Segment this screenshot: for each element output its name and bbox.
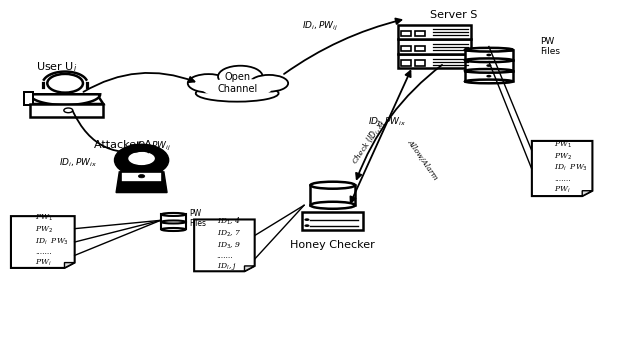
Bar	[303, 212, 363, 230]
Text: Open
Channel: Open Channel	[217, 72, 257, 94]
Ellipse shape	[115, 144, 169, 176]
Bar	[161, 214, 186, 222]
Ellipse shape	[161, 228, 186, 231]
Text: PW$_1$
PW$_2$
ID$_i$  PW$_3$
.......
PW$_i$: PW$_1$ PW$_2$ ID$_i$ PW$_3$ ....... PW$_…	[35, 213, 69, 268]
Bar	[30, 104, 103, 117]
Text: PW$_1$
PW$_2$
ID$_i$  PW$_3$
.......
PW$_i$: PW$_1$ PW$_2$ ID$_i$ PW$_3$ ....... PW$_…	[554, 139, 588, 194]
Ellipse shape	[310, 202, 355, 209]
Text: $ID_i, PW_{ij}$: $ID_i, PW_{ij}$	[302, 20, 338, 33]
Ellipse shape	[161, 213, 186, 216]
Ellipse shape	[218, 66, 262, 87]
Text: $ID_i, PW_{ix}$: $ID_i, PW_{ix}$	[368, 115, 406, 127]
Ellipse shape	[188, 74, 229, 92]
Ellipse shape	[196, 85, 278, 102]
Polygon shape	[11, 216, 75, 268]
Bar	[401, 45, 411, 51]
Bar	[398, 25, 471, 39]
Ellipse shape	[465, 48, 513, 52]
Circle shape	[305, 218, 310, 221]
Ellipse shape	[465, 80, 513, 83]
Bar	[401, 60, 411, 66]
Bar	[24, 92, 33, 105]
Ellipse shape	[161, 220, 186, 223]
Text: $ID_i, PW_{ix}$: $ID_i, PW_{ix}$	[59, 157, 97, 169]
Bar	[465, 60, 513, 71]
Ellipse shape	[310, 182, 355, 189]
Polygon shape	[30, 94, 103, 104]
Bar	[398, 39, 471, 54]
Polygon shape	[65, 263, 75, 268]
Bar	[415, 31, 425, 36]
Bar	[161, 222, 186, 229]
Text: Check $(ID_i, x)$: Check $(ID_i, x)$	[349, 117, 389, 167]
Text: ID$_1$, 4
ID$_2$, 7
ID$_3$, 9
.......
ID$_l$, j: ID$_1$, 4 ID$_2$, 7 ID$_3$, 9 ....... ID…	[217, 215, 241, 272]
Text: User U$_i$: User U$_i$	[36, 60, 77, 74]
Circle shape	[64, 108, 73, 113]
Text: Server S: Server S	[430, 10, 477, 20]
Polygon shape	[244, 266, 255, 271]
Bar	[465, 71, 513, 82]
Text: PW
Files: PW Files	[189, 209, 206, 228]
Polygon shape	[116, 172, 167, 192]
Circle shape	[305, 224, 310, 227]
Text: Honey Checker: Honey Checker	[291, 240, 375, 250]
Ellipse shape	[202, 78, 272, 98]
Ellipse shape	[465, 69, 513, 73]
Polygon shape	[582, 191, 593, 196]
Bar	[415, 45, 425, 51]
Bar	[401, 31, 411, 36]
Text: PW
Files: PW Files	[540, 37, 560, 56]
Circle shape	[486, 64, 492, 67]
Circle shape	[486, 54, 492, 56]
Bar	[398, 54, 471, 68]
Text: $ID_i, PW_{ij}$: $ID_i, PW_{ij}$	[135, 140, 172, 153]
Ellipse shape	[250, 75, 288, 92]
Polygon shape	[194, 219, 255, 271]
Ellipse shape	[465, 58, 513, 62]
Polygon shape	[30, 94, 100, 105]
Bar	[121, 172, 162, 182]
Circle shape	[127, 151, 156, 166]
Text: Attacker A: Attacker A	[94, 140, 152, 150]
Polygon shape	[532, 141, 593, 196]
Circle shape	[486, 75, 492, 78]
Text: Allow/Alarm: Allow/Alarm	[406, 138, 440, 182]
Bar	[465, 50, 513, 60]
Bar	[310, 185, 355, 205]
Bar	[415, 60, 425, 66]
Circle shape	[138, 175, 145, 178]
Circle shape	[47, 74, 83, 93]
